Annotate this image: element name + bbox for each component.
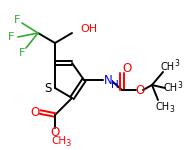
Text: CH: CH <box>161 62 175 72</box>
Text: O: O <box>30 105 40 118</box>
Text: O: O <box>135 84 145 96</box>
Text: S: S <box>44 81 52 94</box>
Text: 3: 3 <box>178 81 182 90</box>
Text: CH: CH <box>156 102 170 112</box>
Text: 3: 3 <box>175 60 180 69</box>
Text: F: F <box>14 15 20 25</box>
Text: CH: CH <box>51 136 67 146</box>
Text: H: H <box>111 80 119 90</box>
Text: N: N <box>104 74 112 87</box>
Text: O: O <box>122 63 132 75</box>
Text: F: F <box>8 32 14 42</box>
Text: O: O <box>50 126 60 138</box>
Text: 3: 3 <box>65 140 71 148</box>
Text: CH: CH <box>164 83 178 93</box>
Text: F: F <box>19 48 25 58</box>
Text: OH: OH <box>80 24 97 34</box>
Text: 3: 3 <box>170 105 175 114</box>
